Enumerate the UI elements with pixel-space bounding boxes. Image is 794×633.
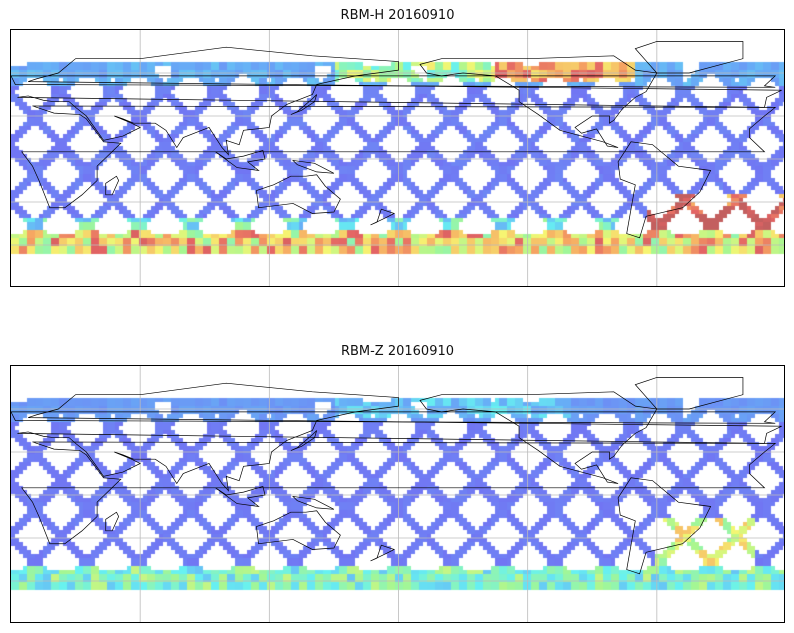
- coastline: [290, 94, 318, 115]
- coastline: [634, 377, 744, 410]
- coastline: [370, 208, 396, 226]
- coastline: [11, 75, 777, 88]
- panel-title-bottom: RBM-Z 20160910: [340, 344, 455, 359]
- coastline: [105, 175, 120, 196]
- coastline: [21, 105, 777, 209]
- coastline: [215, 149, 266, 171]
- coastline: [617, 477, 712, 575]
- map-panel-rbm-z: [10, 365, 785, 623]
- coastline: [419, 55, 658, 148]
- coastline: [215, 485, 266, 507]
- coastline: [21, 441, 777, 545]
- coastlines-gridlines: [11, 30, 784, 286]
- coastline: [292, 159, 335, 174]
- coastline: [290, 430, 318, 451]
- map-panel-rbm-h: [10, 29, 785, 287]
- coastlines-gridlines: [11, 366, 784, 622]
- coastline: [105, 511, 120, 532]
- coastline: [17, 46, 782, 156]
- coastline: [256, 510, 341, 550]
- coastline: [634, 41, 744, 74]
- coastline: [17, 382, 782, 492]
- coastline: [370, 544, 396, 562]
- panel-title-top: RBM-H 20160910: [340, 8, 455, 23]
- coastline: [11, 411, 777, 424]
- coastline: [419, 391, 658, 484]
- coastline: [292, 495, 335, 510]
- coastline: [617, 141, 712, 239]
- coastline: [256, 174, 341, 214]
